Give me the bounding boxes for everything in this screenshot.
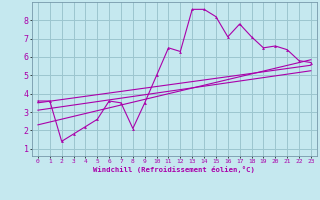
X-axis label: Windchill (Refroidissement éolien,°C): Windchill (Refroidissement éolien,°C) (93, 166, 255, 173)
